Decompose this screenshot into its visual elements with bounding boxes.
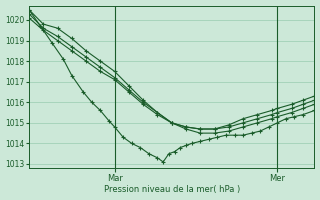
X-axis label: Pression niveau de la mer( hPa ): Pression niveau de la mer( hPa ) <box>104 185 240 194</box>
